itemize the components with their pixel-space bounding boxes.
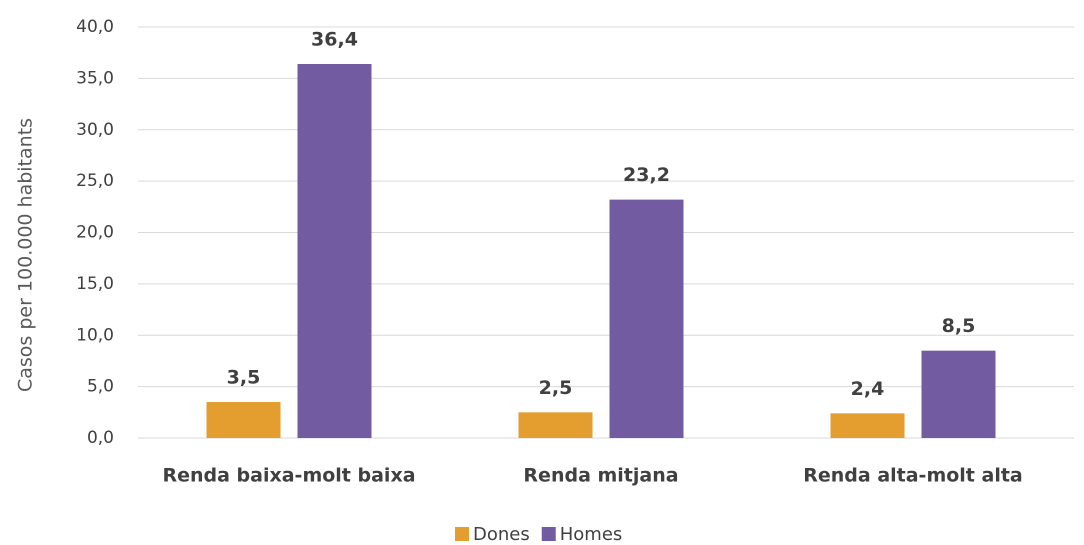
bar [830, 413, 905, 438]
legend-label: Dones [473, 524, 530, 545]
data-label: 3,5 [227, 367, 261, 389]
x-tick-label: Renda baixa-molt baixa [162, 465, 415, 487]
bar [297, 63, 372, 439]
legend-swatch [455, 527, 469, 541]
y-tick-label: 0,0 [87, 428, 114, 448]
bar [921, 350, 996, 438]
bar [609, 199, 684, 438]
y-axis-label: Casos per 100.000 habitants [15, 118, 37, 392]
data-label: 2,5 [539, 377, 573, 399]
data-label: 2,4 [851, 378, 885, 400]
y-tick-label: 5,0 [87, 377, 114, 397]
x-tick-label: Renda mitjana [523, 465, 678, 487]
y-tick-label: 10,0 [76, 325, 114, 345]
y-tick-label: 25,0 [76, 171, 114, 191]
legend-label: Homes [560, 524, 623, 545]
data-label: 23,2 [623, 164, 670, 186]
y-tick-label: 35,0 [76, 68, 114, 88]
y-tick-label: 15,0 [76, 274, 114, 294]
data-label: 8,5 [942, 315, 976, 337]
bar [518, 412, 593, 438]
x-tick-label: Renda alta-molt alta [803, 465, 1023, 487]
y-tick-label: 40,0 [76, 17, 114, 37]
y-tick-label: 30,0 [76, 120, 114, 140]
legend-swatch [541, 527, 556, 541]
data-label: 36,4 [311, 28, 358, 50]
bar [206, 402, 281, 438]
y-tick-label: 20,0 [76, 223, 114, 243]
